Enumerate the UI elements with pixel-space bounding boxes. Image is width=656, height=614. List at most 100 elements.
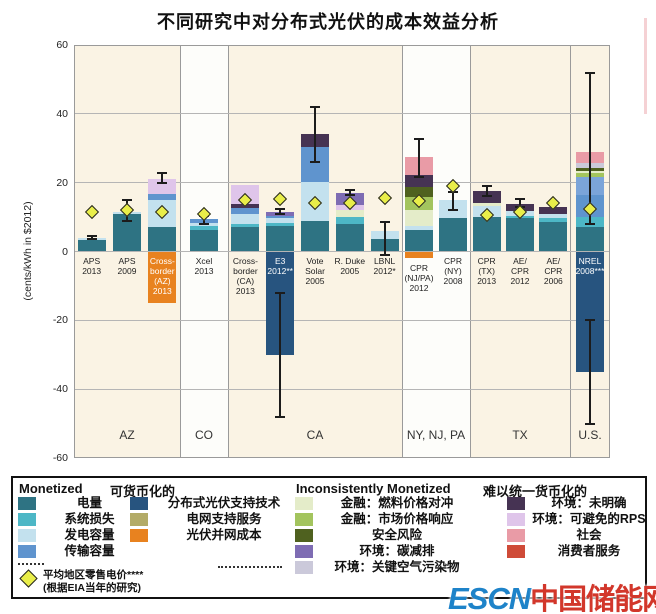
segment-interconn bbox=[148, 251, 177, 304]
segment-energy bbox=[77, 240, 106, 252]
bar-label-line: border bbox=[233, 265, 258, 276]
legend-label-consumer: 消费者服务 bbox=[557, 544, 621, 558]
bar-label-line: APS bbox=[83, 255, 101, 266]
y-tick-20: 20 bbox=[56, 176, 68, 189]
segment-fuelhedge bbox=[405, 210, 433, 227]
bar-label-line: E3 bbox=[274, 255, 286, 266]
legend-title-inconsistent-zh: 难以统一货币化的 bbox=[483, 484, 588, 499]
legend-title-monetized-zh: 可货币化的 bbox=[110, 484, 176, 499]
error-bar-cap bbox=[157, 181, 168, 184]
bar-label-line: 2013 bbox=[235, 285, 255, 296]
bar-label-line: 2006 bbox=[543, 275, 563, 286]
bar-label-line: 2009 bbox=[117, 265, 137, 276]
bar-label-line: AE/ bbox=[513, 255, 527, 266]
legend-label-airpoll: 环境：关键空气污染物 bbox=[334, 560, 460, 574]
error-bar-line bbox=[589, 320, 591, 424]
error-bar-cap bbox=[448, 208, 458, 211]
bar-label-line: 2005 bbox=[340, 265, 360, 276]
legend-swatch-transcap bbox=[18, 545, 36, 558]
bar-label: LBNL 2012* bbox=[360, 256, 410, 276]
bar-label-line: CPR bbox=[477, 255, 496, 266]
group-label-NY, NJ, PA: NY, NJ, PA bbox=[406, 428, 466, 442]
watermark: ESCN中国储能网 bbox=[448, 576, 656, 614]
y-tick-60: 60 bbox=[56, 38, 68, 51]
legend-label-pvtech: 分布式光伏支持技术 bbox=[167, 496, 281, 510]
segment-fuelhedge bbox=[335, 209, 364, 218]
bar-label-line: (NJ/PA) bbox=[404, 272, 434, 283]
legend-swatch-fuelhedge bbox=[295, 497, 313, 510]
error-bar-line bbox=[485, 186, 488, 196]
error-bar-cap bbox=[481, 194, 492, 197]
segment-losses bbox=[539, 218, 568, 223]
bar-label-line: border bbox=[150, 265, 175, 276]
error-bar-line bbox=[279, 292, 282, 417]
segment-security bbox=[405, 187, 433, 198]
bar-label: R. Duke 2005 bbox=[325, 256, 375, 276]
legend-dotted-separator bbox=[18, 563, 44, 565]
segment-envunspec bbox=[539, 207, 568, 214]
bar-label-line: APS bbox=[118, 255, 136, 266]
bar-label-line: Cross- bbox=[232, 255, 258, 266]
legend-swatch-carbon bbox=[295, 545, 313, 558]
segment-energy bbox=[576, 226, 604, 252]
legend-swatch-gridsvc bbox=[130, 513, 148, 526]
legend-box: Monetized 可货币化的 Inconsistently Monetized 难以… bbox=[11, 476, 647, 599]
error-bar-cap bbox=[585, 71, 595, 74]
bar-label: AE/CPR 2006 bbox=[528, 256, 578, 286]
gridline-20 bbox=[74, 182, 610, 184]
error-bar-cap bbox=[414, 137, 424, 140]
legend-label-security: 安全风险 bbox=[371, 528, 422, 542]
y-tick-40: 40 bbox=[56, 107, 68, 120]
legend-label-gencap: 发电容量 bbox=[64, 528, 115, 542]
bar-label-line: NREL bbox=[578, 255, 602, 266]
bar-label-line: CPR bbox=[511, 265, 529, 276]
error-bar-cap bbox=[379, 253, 390, 256]
gridline-40 bbox=[74, 113, 610, 115]
legend-label-rps: 环境：可避免的RPS bbox=[532, 512, 646, 526]
bar-label-line: Vote bbox=[306, 255, 324, 266]
segment-energy bbox=[472, 217, 501, 252]
error-bar-cap bbox=[275, 291, 286, 294]
bar-label-line: 2013 bbox=[152, 285, 172, 296]
segment-energy bbox=[301, 220, 329, 252]
segment-energy bbox=[190, 229, 218, 252]
group-label-CO: CO bbox=[195, 428, 213, 442]
gridline--40 bbox=[74, 388, 610, 390]
error-bar-cap bbox=[585, 422, 595, 425]
legend-label-gridsvc: 电网支持服务 bbox=[186, 512, 262, 526]
gridline-0 bbox=[74, 251, 610, 252]
legend-label-envunspec: 环境：未明确 bbox=[551, 496, 627, 510]
bar-label-line: Xcel bbox=[195, 255, 213, 266]
y-tick-0: 0 bbox=[62, 245, 68, 258]
segment-energy bbox=[148, 227, 177, 252]
error-bar-cap bbox=[414, 175, 424, 178]
bar-label: Xcel 2013 bbox=[179, 256, 229, 276]
legend-swatch-social bbox=[507, 529, 525, 542]
error-bar-line bbox=[314, 106, 316, 162]
segment-rps bbox=[148, 179, 177, 195]
bar-label-line: 2012 bbox=[510, 275, 530, 286]
segment-gencap bbox=[266, 218, 295, 223]
legend-swatch-security bbox=[295, 529, 313, 542]
bar-label-line: 2005 bbox=[305, 275, 325, 286]
segment-transcap bbox=[148, 194, 177, 200]
error-bar-cap bbox=[379, 221, 390, 224]
bar-label-line: Solar bbox=[305, 265, 325, 276]
bar-label-line: LBNL bbox=[373, 255, 396, 266]
bar-label-line: R. Duke bbox=[334, 255, 366, 266]
legend-swatch-mktprice bbox=[295, 513, 313, 526]
legend-swatch-rps bbox=[507, 513, 525, 526]
bar-label-line: 2008*** bbox=[575, 265, 605, 276]
y-tick--20: -20 bbox=[52, 314, 68, 327]
segment-fuelhedge bbox=[472, 202, 501, 206]
legend-diamond-note-line1: 平均地区零售电价**** bbox=[43, 569, 144, 581]
bar-label: CPR (NY) 2008 bbox=[428, 256, 478, 286]
bar-label-line: 2012** bbox=[267, 265, 293, 276]
bar-label-line: CPR bbox=[544, 265, 563, 276]
error-bar-cap bbox=[515, 198, 525, 201]
segment-energy bbox=[231, 227, 260, 252]
segment-transcap bbox=[266, 215, 295, 219]
watermark-escn-text: ESCN bbox=[448, 581, 531, 614]
legend-dotted-separator bbox=[218, 566, 282, 568]
segment-energy bbox=[266, 225, 295, 252]
